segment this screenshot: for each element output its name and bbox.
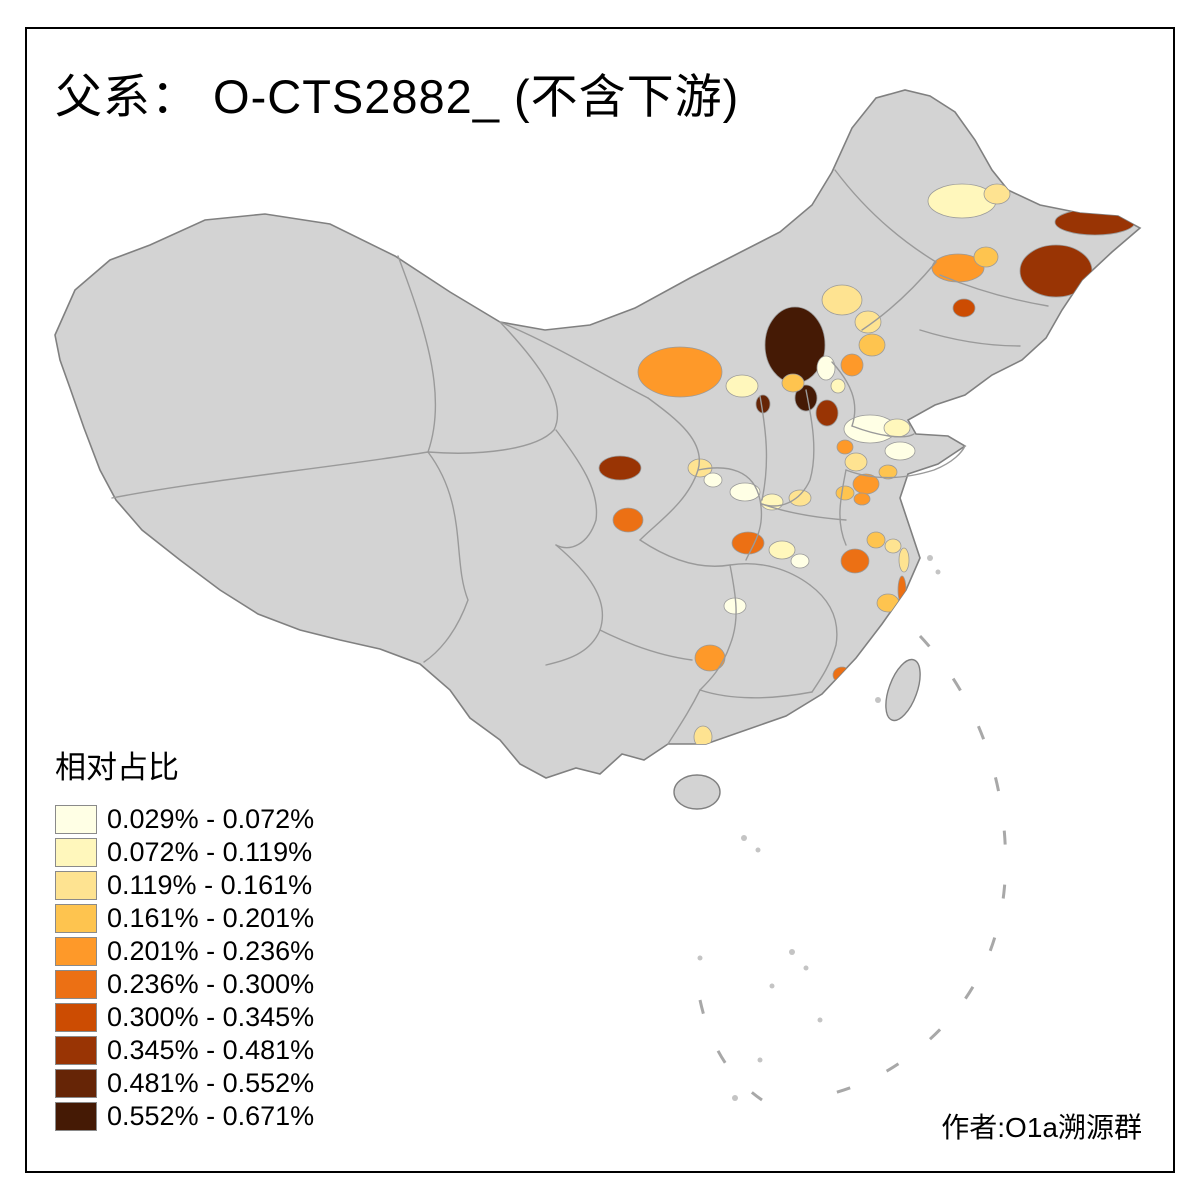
map-region	[973, 246, 999, 268]
legend-label: 0.552% - 0.671%	[107, 1101, 315, 1131]
legend-swatch	[55, 838, 97, 867]
legend-label: 0.119% - 0.161%	[107, 870, 313, 900]
legend-label: 0.236% - 0.300%	[107, 969, 315, 999]
map-region	[725, 374, 759, 398]
legend-label: 0.161% - 0.201%	[107, 903, 315, 933]
map-region	[781, 373, 805, 393]
map-region	[835, 485, 855, 501]
legend-rows: 0.029% - 0.072% 0.072% - 0.119% 0.119% - 0…	[55, 803, 314, 1133]
legend-label: 0.201% - 0.236%	[107, 936, 315, 966]
nine-dash-line-west	[698, 999, 763, 1102]
map-region	[898, 547, 910, 573]
legend-row: 0.029% - 0.072%	[55, 803, 314, 836]
legend-row: 0.552% - 0.671%	[55, 1100, 314, 1133]
hainan-island	[673, 774, 721, 810]
map-region	[790, 553, 810, 569]
map-patches	[598, 183, 1136, 749]
map-region	[840, 353, 864, 377]
province-borders	[111, 169, 1049, 745]
legend-row: 0.481% - 0.552%	[55, 1067, 314, 1100]
map-region	[821, 284, 863, 316]
map-region	[853, 492, 871, 506]
legend-title: 相对占比	[55, 750, 179, 785]
legend-row: 0.236% - 0.300%	[55, 968, 314, 1001]
map-region	[731, 531, 765, 555]
legend-row: 0.161% - 0.201%	[55, 902, 314, 935]
legend-swatch	[55, 1102, 97, 1131]
map-region	[816, 355, 836, 381]
map-region	[1054, 208, 1136, 236]
map-region	[844, 452, 868, 472]
legend-row: 0.119% - 0.161%	[55, 869, 314, 902]
legend-swatch	[55, 904, 97, 933]
legend-row: 0.072% - 0.119%	[55, 836, 314, 869]
map-region	[703, 472, 723, 488]
legend-row: 0.300% - 0.345%	[55, 1001, 314, 1034]
author-credit: 作者:O1a溯源群	[941, 1112, 1142, 1143]
legend-label: 0.300% - 0.345%	[107, 1002, 315, 1032]
map-region	[836, 439, 854, 455]
map-region	[768, 540, 796, 560]
map-region	[876, 593, 900, 613]
legend-swatch	[55, 871, 97, 900]
map-region	[952, 298, 976, 318]
legend-row: 0.345% - 0.481%	[55, 1034, 314, 1067]
nine-dash-line	[799, 634, 1008, 1102]
map-region	[694, 644, 726, 672]
taiwan-island	[885, 658, 921, 722]
legend-row: 0.201% - 0.236%	[55, 935, 314, 968]
map-region	[637, 346, 723, 398]
legend-label: 0.481% - 0.552%	[107, 1068, 315, 1098]
legend: 相对占比 0.029% - 0.072% 0.072% - 0.119% 0.119…	[55, 742, 314, 1133]
map-region	[884, 538, 902, 554]
legend-swatch	[55, 937, 97, 966]
map-region	[794, 384, 818, 412]
map-region	[788, 489, 812, 507]
page-title: 父系： O-CTS2882_ (不含下游)	[55, 70, 740, 123]
map-region	[854, 310, 882, 334]
map-region	[883, 418, 911, 438]
legend-label: 0.072% - 0.119%	[107, 837, 313, 867]
map-region	[612, 507, 644, 533]
map-region	[866, 531, 886, 549]
legend-swatch	[55, 1069, 97, 1098]
map-region	[815, 399, 839, 427]
legend-swatch	[55, 1036, 97, 1065]
map-region	[764, 306, 826, 384]
legend-swatch	[55, 970, 97, 999]
legend-label: 0.345% - 0.481%	[107, 1035, 315, 1065]
map-region	[840, 548, 870, 574]
legend-label: 0.029% - 0.072%	[107, 804, 315, 834]
legend-swatch	[55, 805, 97, 834]
map-region	[983, 183, 1011, 205]
map-region	[878, 464, 898, 480]
legend-swatch	[55, 1003, 97, 1032]
map-region	[729, 482, 761, 502]
map-region	[884, 441, 916, 461]
map-region	[858, 333, 886, 357]
map-region	[598, 455, 642, 481]
map-region	[1019, 244, 1093, 298]
small-islands	[697, 555, 941, 1101]
map-region	[830, 378, 846, 394]
china-landmass	[54, 89, 1142, 779]
